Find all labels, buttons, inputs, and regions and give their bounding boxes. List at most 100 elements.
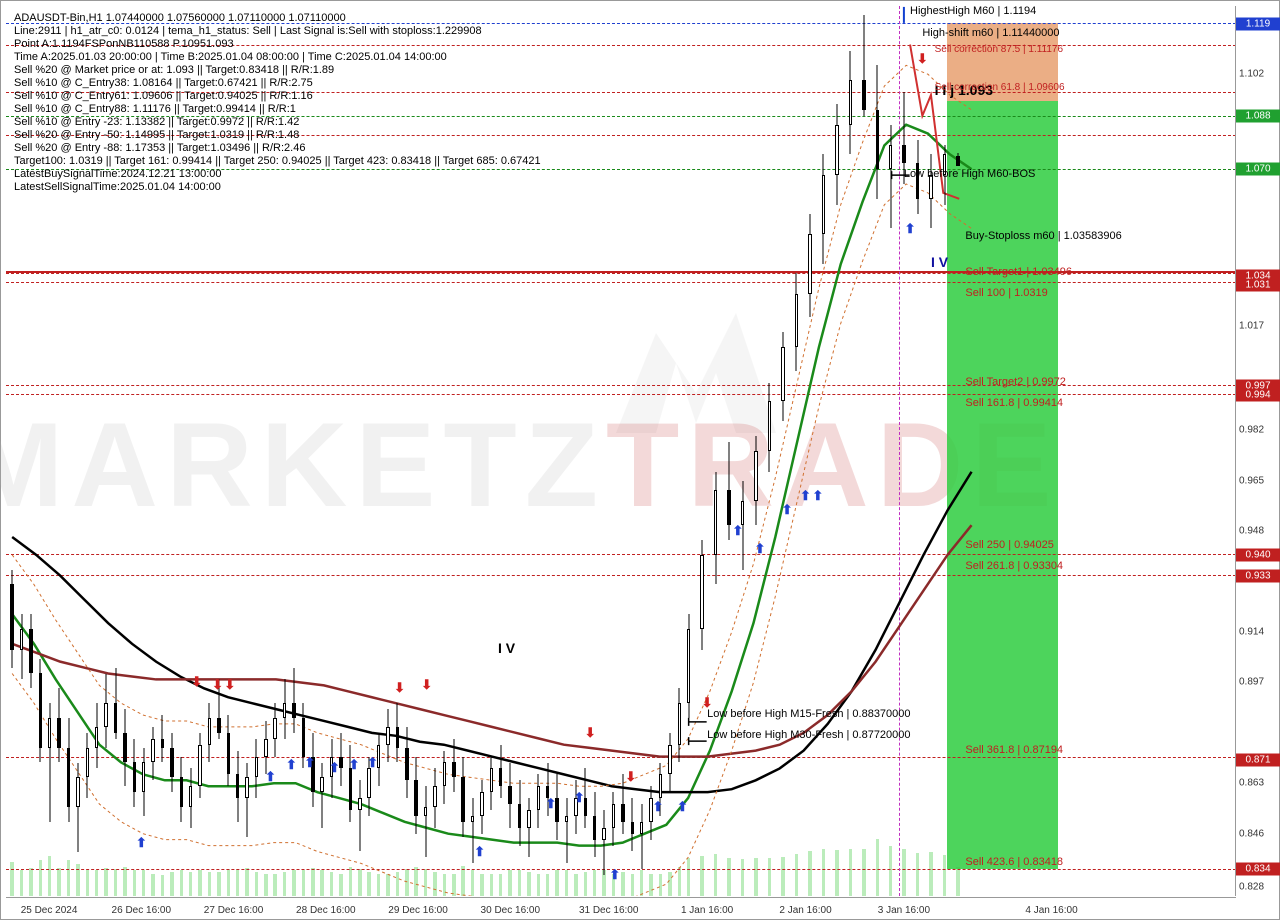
candle: [358, 780, 362, 851]
candle: [180, 757, 184, 822]
candle: [161, 715, 165, 762]
candle: [640, 804, 644, 869]
candle: [714, 472, 718, 585]
arrow-up-icon: ⬆: [812, 488, 823, 504]
candle: [700, 540, 704, 650]
chart-label: Sell 100 | 1.0319: [965, 287, 1047, 299]
info-line: LatestBuySignalTime:2024.12.21 13:00:00: [14, 168, 541, 181]
chart-label: Sell correction 87.5 | 1.11176: [935, 44, 1063, 55]
y-tick: 0.846: [1239, 828, 1264, 839]
candle: [86, 733, 90, 798]
candle: [754, 436, 758, 525]
info-line: LatestSellSignalTime:2025.01.04 14:00:00: [14, 181, 541, 194]
x-tick: 4 Jan 16:00: [1025, 905, 1077, 916]
info-line: Sell %20 @ Entry -88: 1.17353 || Target:…: [14, 142, 541, 155]
y-axis: 1.1021.0170.9820.9650.9480.9140.8970.863…: [1235, 6, 1279, 896]
y-price-marker: 1.031: [1236, 278, 1280, 291]
y-price-marker: 0.834: [1236, 863, 1280, 876]
arrow-down-icon: ⬇: [625, 769, 636, 785]
candle: [849, 51, 853, 155]
arrow-up-icon: ⬆: [136, 835, 147, 851]
info-line: Sell %10 @ C_Entry88: 1.11176 || Target:…: [14, 103, 541, 116]
info-line: Sell %20 @ Entry -50: 1.14995 || Target:…: [14, 129, 541, 142]
candle: [198, 733, 202, 798]
arrow-up-icon: ⬆: [474, 844, 485, 860]
candle: [208, 703, 212, 762]
y-tick: 1.102: [1239, 69, 1264, 80]
candle: [527, 798, 531, 857]
candle: [67, 718, 71, 822]
info-overlay: ADAUSDT-Bin,H1 1.07440000 1.07560000 1.0…: [14, 12, 541, 194]
arrow-up-icon: ⬆: [286, 757, 297, 773]
candle: [461, 757, 465, 837]
candle: [929, 154, 933, 228]
chart-label: Sell 361.8 | 0.87194: [965, 744, 1063, 756]
chart-container[interactable]: MARKETZTRADE ⬆⬇⬇⬇⬆⬆⬆⬆⬆⬆⬇⬇⬆⬆⬆⬇⬆⬇⬆⬆⬇⬆⬆⬆⬆⬆⬆…: [0, 0, 1280, 920]
candle: [956, 153, 960, 166]
candle: [574, 780, 578, 833]
chart-label: High-shift m60 | 1.11440000: [922, 27, 1059, 39]
arrow-up-icon: ⬆: [782, 502, 793, 518]
plot-area[interactable]: MARKETZTRADE ⬆⬇⬇⬇⬆⬆⬆⬆⬆⬆⬇⬇⬆⬆⬆⬇⬆⬇⬆⬆⬇⬆⬆⬆⬆⬆⬆…: [6, 6, 1236, 896]
x-tick: 26 Dec 16:00: [112, 905, 172, 916]
x-tick: 27 Dec 16:00: [204, 905, 264, 916]
chart-label: Sell 250 | 0.94025: [965, 539, 1053, 551]
candle: [490, 757, 494, 810]
arrow-down-icon: ⬇: [585, 725, 596, 741]
arrow-down-icon: ⬇: [421, 677, 432, 693]
x-tick: 28 Dec 16:00: [296, 905, 356, 916]
arrow-down-icon: ⬇: [212, 677, 223, 693]
candle: [822, 154, 826, 264]
y-price-marker: 0.994: [1236, 388, 1280, 401]
candle: [862, 15, 866, 116]
arrow-up-icon: ⬆: [367, 755, 378, 771]
chart-label: Sell 161.8 | 0.99414: [965, 397, 1063, 409]
candle: [245, 763, 249, 837]
candle: [170, 733, 174, 792]
chart-label: HighestHigh M60 | 1.1194: [910, 5, 1036, 17]
arrow-up-icon: ⬆: [574, 790, 585, 806]
x-tick: 31 Dec 16:00: [579, 905, 639, 916]
candle: [39, 659, 43, 763]
candle: [320, 763, 324, 828]
y-tick: 0.948: [1239, 526, 1264, 537]
y-price-marker: 1.070: [1236, 163, 1280, 176]
candle: [236, 751, 240, 822]
arrow-up-icon: ⬆: [677, 799, 688, 815]
candle: [292, 668, 296, 733]
candle: [480, 780, 484, 833]
candle: [424, 786, 428, 857]
y-price-marker: 1.119: [1236, 17, 1280, 30]
info-line: Line:2911 | h1_atr_c0: 0.0124 | tema_h1_…: [14, 25, 541, 38]
candle: [133, 739, 137, 807]
arrow-up-icon: ⬆: [329, 760, 340, 776]
y-tick: 0.828: [1239, 882, 1264, 893]
candle: [433, 768, 437, 827]
y-tick: 1.017: [1239, 321, 1264, 332]
x-tick: 25 Dec 2024: [21, 905, 78, 916]
chart-label: Buy-Stoploss m60 | 1.03583906: [965, 230, 1121, 242]
chart-label: Sell Target2 | 0.9972: [965, 376, 1066, 388]
info-line: ADAUSDT-Bin,H1 1.07440000 1.07560000 1.0…: [14, 12, 541, 25]
chart-label: Low before High M30-Fresh | 0.87720000: [707, 729, 910, 741]
y-tick: 0.965: [1239, 475, 1264, 486]
candle: [518, 780, 522, 845]
candle: [123, 709, 127, 786]
x-tick: 1 Jan 16:00: [681, 905, 733, 916]
info-line: Point A:1.1194FSPonNB110588 P.10951.093: [14, 38, 541, 51]
x-tick: 29 Dec 16:00: [388, 905, 448, 916]
candle: [443, 751, 447, 804]
arrow-down-icon: ⬇: [394, 680, 405, 696]
candle: [727, 442, 731, 540]
x-tick: 3 Jan 16:00: [878, 905, 930, 916]
candle: [29, 614, 33, 688]
candle: [781, 332, 785, 421]
candle: [151, 727, 155, 780]
candle: [687, 614, 691, 718]
x-tick: 2 Jan 16:00: [779, 905, 831, 916]
candle: [114, 668, 118, 739]
candle: [452, 739, 456, 792]
arrow-up-icon: ⬆: [905, 221, 916, 237]
y-tick: 0.982: [1239, 425, 1264, 436]
candle: [499, 745, 503, 798]
